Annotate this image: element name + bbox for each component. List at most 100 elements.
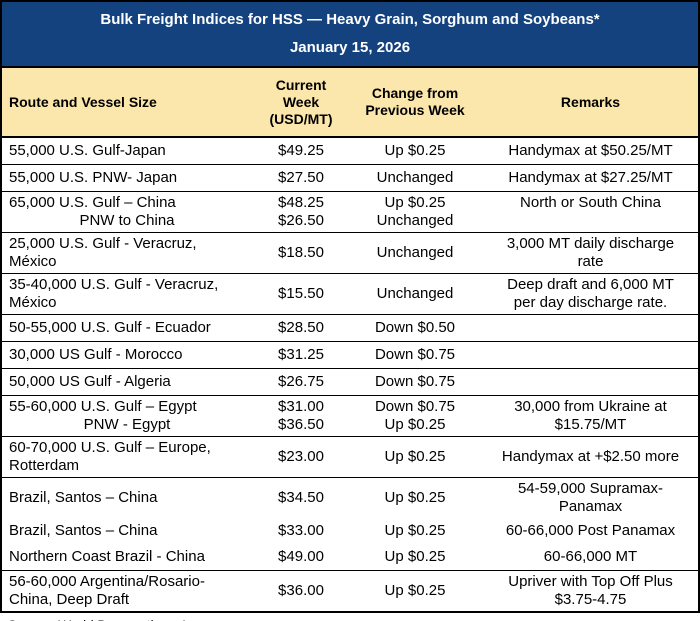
current-week-value: $36.50 <box>278 416 324 433</box>
table-row: Brazil, Santos – China $34.50 Up $0.25 5… <box>2 478 698 518</box>
route-line: 56-60,000 Argentina/Rosario-China, Deep … <box>9 573 205 608</box>
table-row: 55-60,000 U.S. Gulf – Egypt PNW - Egypt $… <box>2 396 698 437</box>
remarks-cell: North or South China <box>483 194 698 212</box>
table-row: 60-70,000 U.S. Gulf – Europe, Rotterdam … <box>2 437 698 478</box>
change-value: Unchanged <box>376 285 454 302</box>
change-value: Up $0.25 <box>384 489 446 506</box>
route-cell: 25,000 U.S. Gulf - Veracruz, México <box>2 235 255 271</box>
change-value: Unchanged <box>376 169 454 186</box>
column-header-change: Change from Previous Week <box>365 85 465 118</box>
remarks-cell: 30,000 from Ukraine at $15.75/MT <box>483 398 698 434</box>
table-title: Bulk Freight Indices for HSS — Heavy Gra… <box>100 11 600 28</box>
current-week-cell: $27.50 <box>255 169 347 187</box>
current-week-cell: $15.50 <box>255 285 347 303</box>
route-cell: Brazil, Santos – China <box>2 522 255 540</box>
current-week-cell: $49.00 <box>255 548 347 566</box>
route-cell: Brazil, Santos – China <box>2 489 255 507</box>
route-cell: 55,000 U.S. Gulf-Japan <box>2 142 255 160</box>
table-row: 55,000 U.S. Gulf-Japan $49.25 Up $0.25 H… <box>2 138 698 165</box>
current-week-cell: $36.00 <box>255 582 347 600</box>
route-line: 55,000 U.S. Gulf-Japan <box>9 142 166 159</box>
change-value: Down $0.75 <box>374 373 456 390</box>
remarks-text: 3,000 MT daily discharge rate <box>506 235 675 270</box>
current-week-value: $26.75 <box>278 373 324 390</box>
table-row: 30,000 US Gulf - Morocco $31.25 Down $0.… <box>2 342 698 369</box>
column-header-remarks: Remarks <box>560 93 621 110</box>
change-cell: Down $0.75 <box>347 346 483 364</box>
route-line: Brazil, Santos – China <box>9 489 158 506</box>
table-row: Brazil, Santos – China $33.00 Up $0.25 6… <box>2 518 698 544</box>
current-week-value: $49.25 <box>278 142 324 159</box>
change-cell: Unchanged <box>347 169 483 187</box>
route-line: PNW - Egypt <box>83 416 171 433</box>
table-row: 56-60,000 Argentina/Rosario-China, Deep … <box>2 571 698 611</box>
change-cell: Up $0.25 Unchanged <box>347 194 483 230</box>
table-footer: Source: World Perspectives, Inc. * Numbe… <box>0 613 700 621</box>
current-week-value: $15.50 <box>278 285 324 302</box>
route-cell: 30,000 US Gulf - Morocco <box>2 346 255 364</box>
current-week-cell: $28.50 <box>255 319 347 337</box>
current-week-cell: $48.25 $26.50 <box>255 194 347 230</box>
column-header-row: Route and Vessel Size Current Week (USD/… <box>2 68 698 138</box>
remarks-text: Handymax at +$2.50 more <box>501 448 680 465</box>
table-row: 35-40,000 U.S. Gulf - Veracruz, México $… <box>2 274 698 315</box>
route-cell: 56-60,000 Argentina/Rosario-China, Deep … <box>2 573 255 609</box>
current-week-cell: $34.50 <box>255 489 347 507</box>
column-header-route: Route and Vessel Size <box>9 93 157 110</box>
remarks-text: Upriver with Top Off Plus $3.75-4.75 <box>508 573 673 608</box>
route-cell: 65,000 U.S. Gulf – China PNW to China <box>2 194 255 230</box>
current-week-cell: $33.00 <box>255 522 347 540</box>
change-cell: Down $0.75 Up $0.25 <box>347 398 483 434</box>
change-value: Unchanged <box>376 244 454 261</box>
current-week-value: $23.00 <box>278 448 324 465</box>
current-week-value: $34.50 <box>278 489 324 506</box>
table-row: 55,000 U.S. PNW- Japan $27.50 Unchanged … <box>2 165 698 192</box>
change-cell: Up $0.25 <box>347 582 483 600</box>
table-date: January 15, 2026 <box>289 39 411 56</box>
table-title-band: Bulk Freight Indices for HSS — Heavy Gra… <box>2 2 698 68</box>
route-line: 50,000 US Gulf - Algeria <box>9 373 171 390</box>
route-line: 65,000 U.S. Gulf – China <box>9 194 176 211</box>
change-value: Up $0.25 <box>384 142 446 159</box>
route-cell: 50-55,000 U.S. Gulf - Ecuador <box>2 319 255 337</box>
route-line: 55-60,000 U.S. Gulf – Egypt <box>9 398 197 415</box>
column-header-current-week: Current Week (USD/MT) <box>269 76 333 127</box>
route-line: 30,000 US Gulf - Morocco <box>9 346 183 363</box>
current-week-value: $26.50 <box>278 212 324 229</box>
route-line: PNW to China <box>79 212 175 229</box>
route-line: Northern Coast Brazil - China <box>9 548 205 565</box>
remarks-text: Handymax at $50.25/MT <box>508 142 673 159</box>
change-value: Down $0.75 <box>374 398 456 415</box>
change-cell: Down $0.75 <box>347 373 483 391</box>
current-week-value: $49.00 <box>278 548 324 565</box>
current-week-cell: $31.00 $36.50 <box>255 398 347 434</box>
change-value: Up $0.25 <box>384 582 446 599</box>
table-row: 50-55,000 U.S. Gulf - Ecuador $28.50 Dow… <box>2 315 698 342</box>
remarks-cell: Upriver with Top Off Plus $3.75-4.75 <box>483 573 698 609</box>
route-cell: 35-40,000 U.S. Gulf - Veracruz, México <box>2 276 255 312</box>
remarks-text: Deep draft and 6,000 MT per day discharg… <box>507 276 674 311</box>
change-cell: Up $0.25 <box>347 448 483 466</box>
change-cell: Up $0.25 <box>347 142 483 160</box>
change-cell: Up $0.25 <box>347 522 483 540</box>
change-value: Down $0.75 <box>374 346 456 363</box>
remarks-text: North or South China <box>520 194 661 211</box>
route-cell: 55,000 U.S. PNW- Japan <box>2 169 255 187</box>
route-line: 25,000 U.S. Gulf - Veracruz, México <box>9 235 197 270</box>
current-week-value: $27.50 <box>278 169 324 186</box>
current-week-value: $36.00 <box>278 582 324 599</box>
remarks-cell: Handymax at +$2.50 more <box>483 448 698 466</box>
current-week-value: $31.25 <box>278 346 324 363</box>
remarks-cell: 60-66,000 MT <box>483 548 698 566</box>
remarks-cell: 3,000 MT daily discharge rate <box>483 235 698 271</box>
change-cell: Up $0.25 <box>347 548 483 566</box>
remarks-text: 30,000 from Ukraine at $15.75/MT <box>514 398 667 433</box>
change-cell: Up $0.25 <box>347 489 483 507</box>
remarks-text: 60-66,000 MT <box>543 548 638 565</box>
table-row: 65,000 U.S. Gulf – China PNW to China $48… <box>2 192 698 233</box>
remarks-text: 54-59,000 Supramax-Panamax <box>517 480 664 515</box>
remarks-text: Handymax at $27.25/MT <box>508 169 673 186</box>
current-week-cell: $49.25 <box>255 142 347 160</box>
change-value: Down $0.50 <box>374 319 456 336</box>
